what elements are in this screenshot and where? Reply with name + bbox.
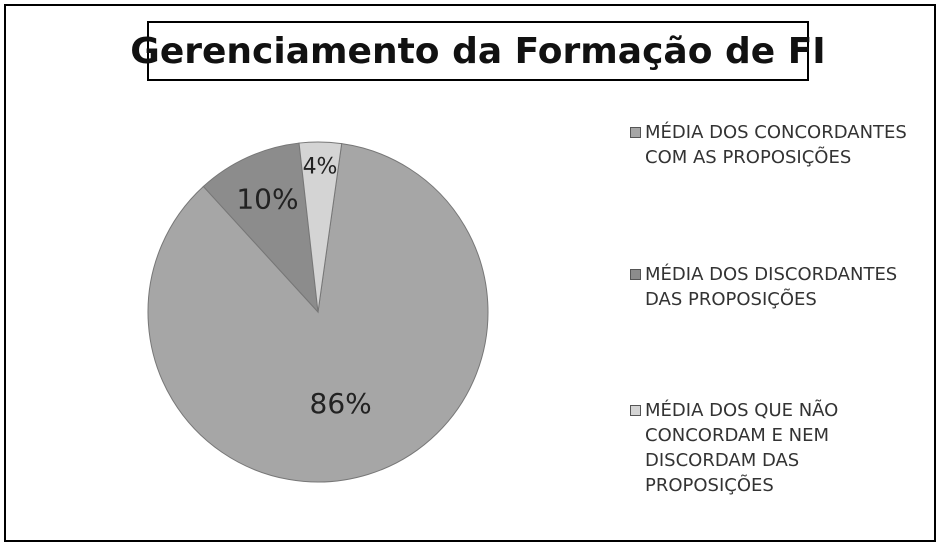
data-label: 4% (303, 155, 338, 180)
chart-title: Gerenciamento da Formação de FI (130, 31, 825, 72)
legend-item: MÉDIA DOS DISCORDANTES DAS PROPOSIÇÕES (630, 262, 930, 312)
legend-item: MÉDIA DOS CONCORDANTES COM AS PROPOSIÇÕE… (630, 120, 930, 170)
legend-label: MÉDIA DOS QUE NÃO CONCORDAM E NEM DISCOR… (645, 400, 839, 496)
pie-slice (298, 141, 343, 313)
legend-item: MÉDIA DOS QUE NÃO CONCORDAM E NEM DISCOR… (630, 398, 930, 498)
legend-swatch (630, 405, 641, 416)
pie-slice (202, 142, 319, 314)
legend-label: MÉDIA DOS CONCORDANTES COM AS PROPOSIÇÕE… (645, 122, 907, 168)
legend-swatch (630, 127, 641, 138)
legend-label: MÉDIA DOS DISCORDANTES DAS PROPOSIÇÕES (645, 264, 898, 310)
pie-slice (147, 143, 489, 483)
data-label: 86% (310, 387, 372, 420)
title-box (147, 21, 809, 81)
legend-swatch (630, 269, 641, 280)
data-label: 10% (236, 183, 298, 216)
